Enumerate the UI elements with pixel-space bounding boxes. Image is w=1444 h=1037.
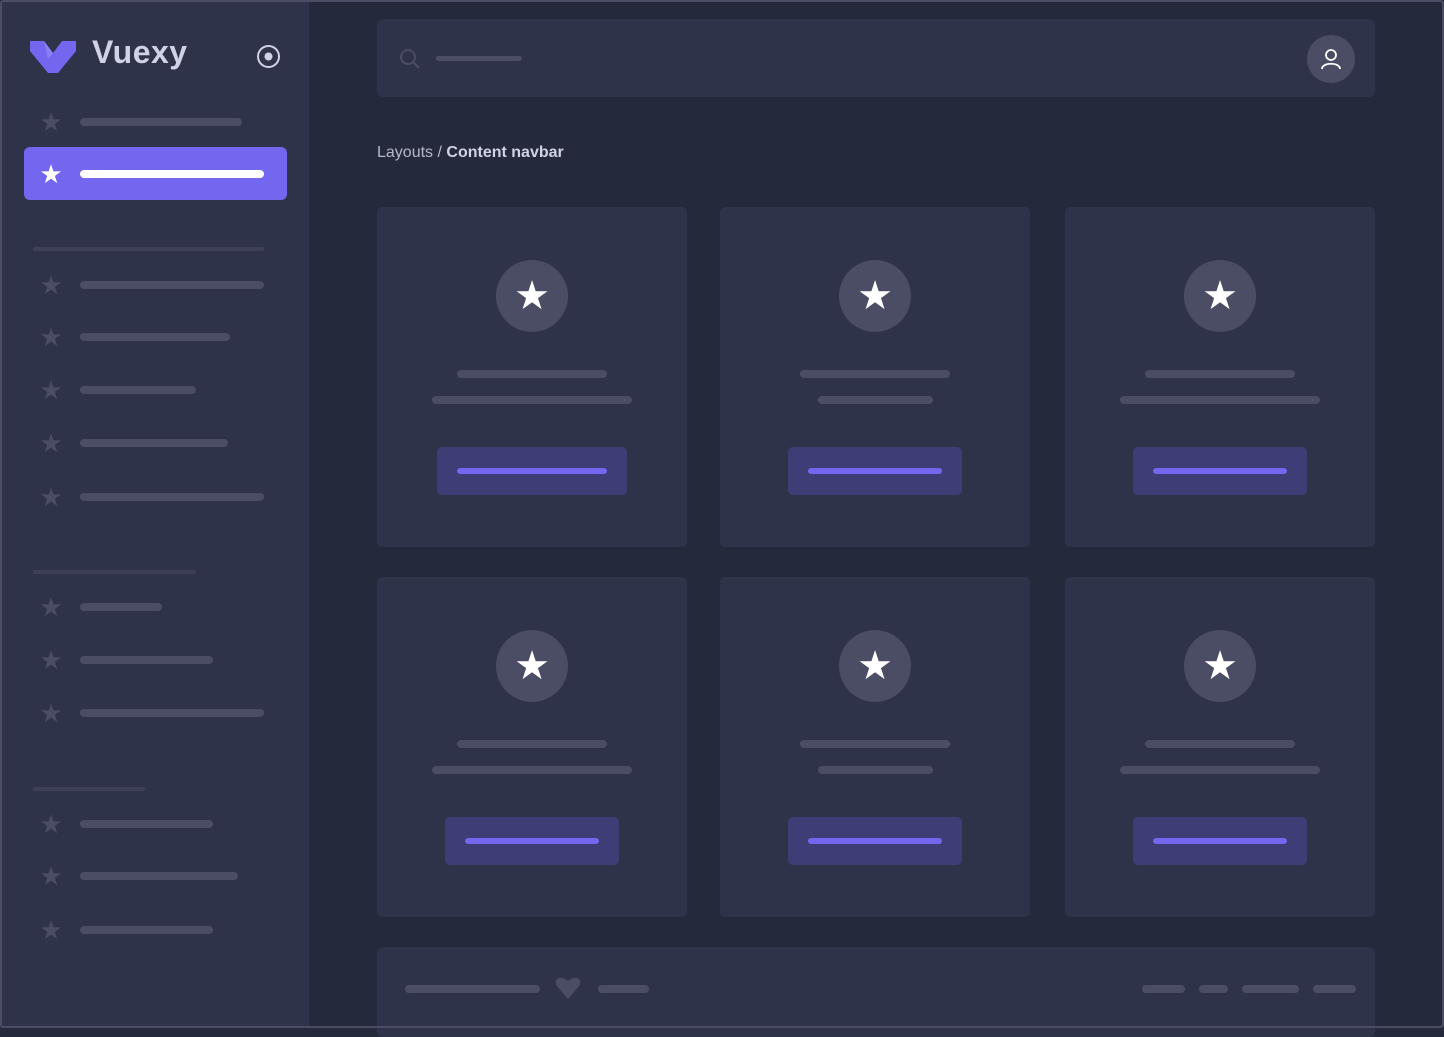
sidebar-item[interactable] [80, 603, 162, 611]
card-button[interactable] [788, 447, 962, 495]
sidebar: Vuexy ★ ★ ★ ★ ★ ★ ★ ★ ★ ★ ★ ★ ★ [0, 0, 309, 1028]
card: ★ [720, 207, 1030, 547]
card: ★ [1065, 207, 1375, 547]
card-text [1120, 396, 1320, 404]
footer-link[interactable] [1199, 985, 1228, 993]
card-title [1145, 740, 1295, 748]
section-divider [33, 787, 145, 791]
card-text [817, 396, 933, 404]
card-text [1120, 766, 1320, 774]
card-title [457, 740, 607, 748]
footer-text [405, 985, 540, 993]
star-icon: ★ [1184, 260, 1256, 332]
star-icon: ★ [39, 159, 63, 189]
card-button-label [465, 838, 599, 844]
vuexy-logo-icon [30, 41, 76, 73]
card-button[interactable] [1133, 817, 1307, 865]
card-button[interactable] [788, 817, 962, 865]
star-icon: ★ [39, 645, 63, 675]
card-title [1145, 370, 1295, 378]
section-divider [33, 570, 196, 574]
star-icon: ★ [39, 698, 63, 728]
search-input[interactable] [436, 56, 522, 61]
brand-name: Vuexy [92, 34, 188, 70]
footer-link[interactable] [1242, 985, 1299, 993]
footer-link[interactable] [1142, 985, 1185, 993]
sidebar-item[interactable] [80, 656, 213, 664]
sidebar-item[interactable] [80, 118, 242, 126]
sidebar-item[interactable] [80, 333, 230, 341]
star-icon: ★ [839, 630, 911, 702]
breadcrumb-parent[interactable]: Layouts [377, 144, 434, 161]
star-icon: ★ [39, 107, 63, 137]
breadcrumb-current: Content navbar [446, 144, 564, 161]
card-button-label [1153, 838, 1287, 844]
card-button-label [808, 838, 942, 844]
section-divider [33, 247, 264, 251]
sidebar-item[interactable] [80, 872, 238, 880]
star-icon: ★ [39, 428, 63, 458]
card-text [432, 766, 632, 774]
star-icon: ★ [39, 592, 63, 622]
sidebar-item[interactable] [80, 281, 264, 289]
card-text [817, 766, 933, 774]
star-icon: ★ [1184, 630, 1256, 702]
card-button-label [808, 468, 942, 474]
card-text [432, 396, 632, 404]
card: ★ [377, 577, 687, 917]
footer-text [598, 985, 649, 993]
sidebar-item[interactable] [80, 439, 228, 447]
card-button-label [1153, 468, 1287, 474]
star-icon: ★ [39, 270, 63, 300]
star-icon: ★ [39, 915, 63, 945]
footer-link[interactable] [1313, 985, 1356, 993]
sidebar-item[interactable] [80, 386, 196, 394]
breadcrumb-separator: / [433, 144, 447, 161]
footer [377, 947, 1375, 1037]
navbar [377, 19, 1375, 97]
sidebar-item[interactable] [80, 709, 264, 717]
sidebar-item[interactable] [80, 170, 264, 178]
card-button[interactable] [1133, 447, 1307, 495]
card-title [800, 740, 950, 748]
user-avatar[interactable] [1307, 35, 1355, 83]
card-title [800, 370, 950, 378]
star-icon: ★ [39, 375, 63, 405]
card: ★ [720, 577, 1030, 917]
card-title [457, 370, 607, 378]
star-icon: ★ [39, 322, 63, 352]
star-icon: ★ [39, 482, 63, 512]
breadcrumb: Layouts / Content navbar [377, 144, 564, 162]
sidebar-item[interactable] [80, 926, 213, 934]
star-icon: ★ [496, 260, 568, 332]
heart-icon [555, 977, 581, 999]
card: ★ [1065, 577, 1375, 917]
sidebar-item[interactable] [80, 493, 264, 501]
star-icon: ★ [39, 809, 63, 839]
card-button[interactable] [437, 447, 627, 495]
sidebar-item[interactable] [80, 820, 213, 828]
star-icon: ★ [496, 630, 568, 702]
search-icon[interactable] [399, 48, 421, 70]
star-icon: ★ [839, 260, 911, 332]
pin-toggle-icon[interactable] [256, 44, 281, 69]
card-button-label [457, 468, 607, 474]
card-button[interactable] [445, 817, 619, 865]
card: ★ [377, 207, 687, 547]
user-icon [1321, 49, 1341, 70]
star-icon: ★ [39, 861, 63, 891]
